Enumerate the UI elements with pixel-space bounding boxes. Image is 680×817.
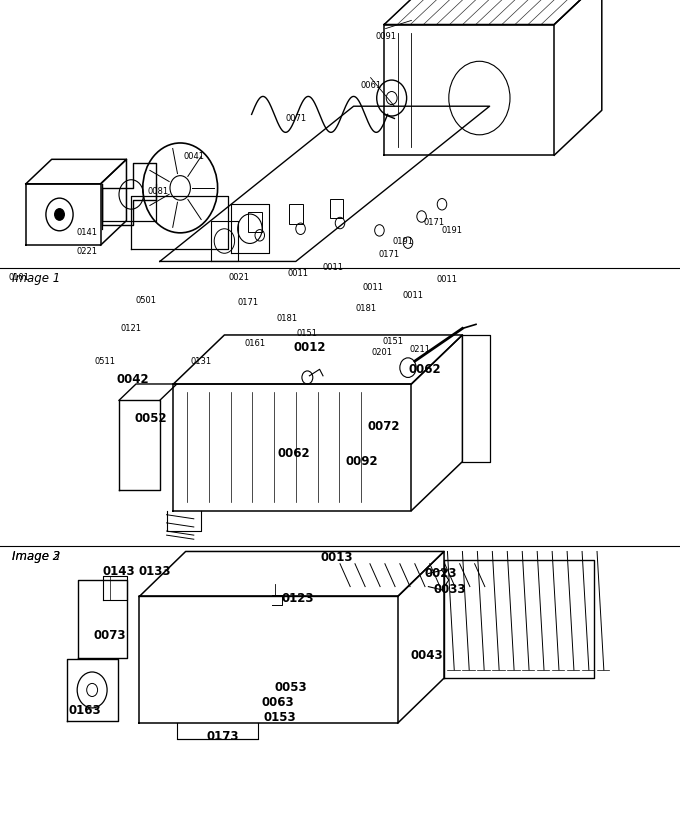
Text: 0133: 0133 <box>139 565 171 578</box>
Text: 0171: 0171 <box>423 217 445 227</box>
Text: 0062: 0062 <box>277 447 310 460</box>
Text: 0163: 0163 <box>69 704 101 717</box>
Text: 0033: 0033 <box>434 583 466 596</box>
Text: Image 3: Image 3 <box>12 550 61 563</box>
Text: 0173: 0173 <box>207 730 239 743</box>
Text: 0501: 0501 <box>136 296 156 306</box>
Text: 0013: 0013 <box>320 551 353 564</box>
Text: 0511: 0511 <box>95 356 116 366</box>
Text: 0011: 0011 <box>403 291 424 301</box>
Text: 0201: 0201 <box>372 348 392 358</box>
Bar <box>289 204 303 224</box>
Text: 0131: 0131 <box>190 356 211 366</box>
Text: 0063: 0063 <box>261 696 294 709</box>
Text: 0151: 0151 <box>297 328 318 338</box>
Bar <box>248 212 262 232</box>
Text: 0041: 0041 <box>184 152 204 162</box>
Text: Image 1: Image 1 <box>12 272 61 285</box>
Text: 0101: 0101 <box>9 273 29 283</box>
Text: 0211: 0211 <box>410 345 430 355</box>
Text: 0073: 0073 <box>94 629 126 642</box>
Text: 0151: 0151 <box>383 337 403 346</box>
Text: 0081: 0081 <box>147 187 169 197</box>
Text: 0161: 0161 <box>244 338 266 348</box>
Text: 0061: 0061 <box>360 81 381 91</box>
Text: 0153: 0153 <box>264 711 296 724</box>
Text: 0011: 0011 <box>362 283 383 292</box>
Text: 0021: 0021 <box>229 273 250 283</box>
Text: 0221: 0221 <box>77 247 97 257</box>
Text: Image 2: Image 2 <box>12 550 61 563</box>
Text: 0171: 0171 <box>237 297 259 307</box>
Text: 0141: 0141 <box>77 228 97 238</box>
Text: 0071: 0071 <box>285 114 307 123</box>
Text: 0072: 0072 <box>368 420 401 433</box>
Circle shape <box>54 209 64 221</box>
Text: 0011: 0011 <box>288 269 308 279</box>
Text: 0121: 0121 <box>120 324 141 333</box>
Text: 0181: 0181 <box>276 314 298 324</box>
Text: 0092: 0092 <box>345 455 378 468</box>
Text: 0143: 0143 <box>103 565 135 578</box>
Text: 0011: 0011 <box>323 263 343 273</box>
Text: 0062: 0062 <box>409 363 441 376</box>
Text: 0171: 0171 <box>378 250 400 260</box>
Bar <box>330 199 343 218</box>
Text: 0012: 0012 <box>293 341 326 354</box>
Text: 0053: 0053 <box>275 681 307 694</box>
Text: 0043: 0043 <box>411 649 443 662</box>
Text: 0123: 0123 <box>282 592 314 605</box>
Text: 0091: 0091 <box>375 32 396 42</box>
Text: 0191: 0191 <box>392 236 413 246</box>
Text: 0181: 0181 <box>355 304 377 314</box>
Text: 0052: 0052 <box>135 412 167 425</box>
Text: 0191: 0191 <box>442 225 462 235</box>
Text: 0023: 0023 <box>424 567 457 580</box>
Text: 0011: 0011 <box>437 275 458 284</box>
Text: 0042: 0042 <box>116 373 149 386</box>
